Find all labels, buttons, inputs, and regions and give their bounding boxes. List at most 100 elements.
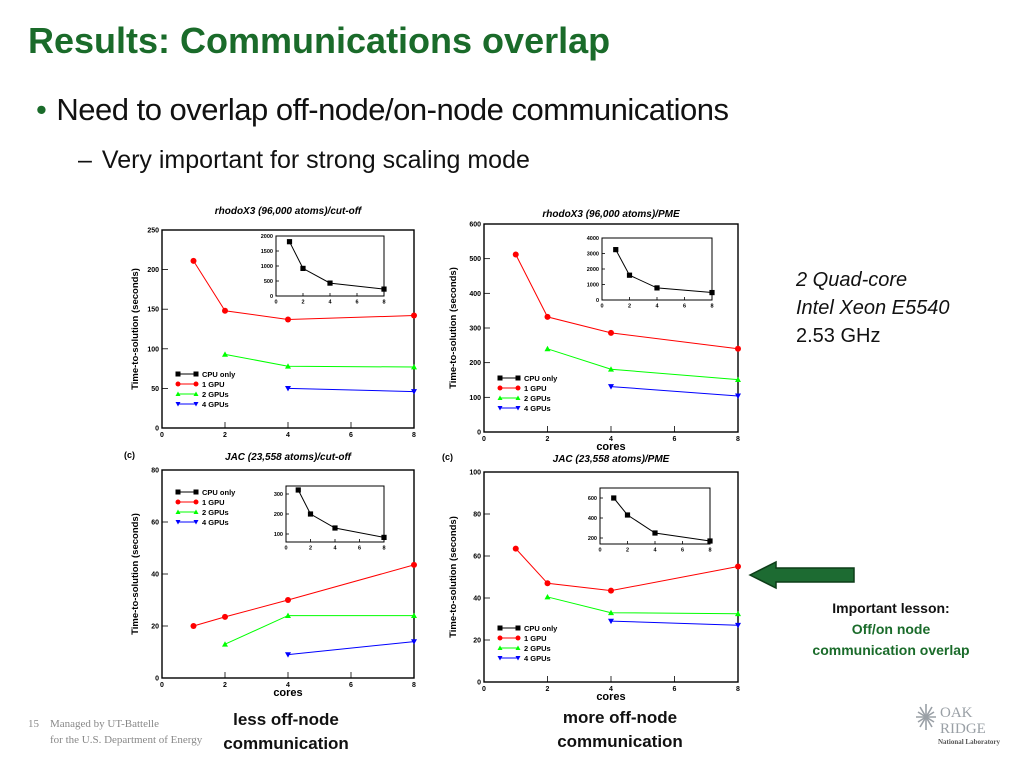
legend-marker-2-gpus — [193, 391, 199, 396]
data-point-2-gpus — [285, 363, 291, 369]
inset-y-tick-label: 1000 — [261, 264, 273, 270]
caption-right: more off-node communication — [530, 706, 710, 754]
inset-y-tick-label: 500 — [264, 279, 273, 285]
caption-right-line-1: more off-node — [562, 708, 678, 727]
x-tick-label: 2 — [223, 432, 227, 439]
x-tick-label: 0 — [160, 432, 164, 439]
inset-data-point-cpu-only — [300, 265, 306, 271]
data-point-1-gpu — [512, 545, 519, 552]
y-tick-label: 0 — [155, 425, 159, 432]
caption-left-line-2: communication — [223, 734, 349, 753]
legend-marker-1-gpu — [497, 635, 503, 641]
data-point-2-gpus — [222, 641, 228, 647]
logo-national-lab: National Laboratory — [938, 738, 1001, 746]
caption-left: less off-node communication — [196, 708, 376, 756]
data-point-1-gpu — [285, 597, 291, 603]
data-point-4-gpus — [735, 622, 741, 629]
inset-data-point-cpu-only — [709, 289, 715, 296]
lesson-line-2: Off/on node — [851, 621, 931, 637]
data-point-4-gpus — [735, 393, 741, 399]
x-tick-label: 4 — [609, 436, 613, 443]
inset-y-tick-label: 0 — [270, 294, 273, 300]
y-tick-label: 50 — [151, 386, 159, 393]
chart-jac-pme: JAC (23,558 atoms)/PME(c)0 2 4 6 80204060801… — [442, 452, 741, 702]
inset-x-tick-label: 0 — [600, 304, 603, 310]
x-tick-label: 2 — [546, 436, 550, 443]
inset-data-point-cpu-only — [611, 495, 617, 501]
inset-y-tick-label: 1500 — [261, 249, 273, 255]
legend-label-2-gpus: 2 GPUs — [524, 394, 551, 403]
left-arrow-icon — [748, 560, 855, 590]
data-point-1-gpu — [190, 257, 197, 264]
inset-frame — [285, 485, 385, 543]
y-tick-label: 20 — [151, 623, 159, 630]
ornl-logo: OAK RIDGE National Laboratory — [916, 704, 1001, 746]
inset-x-tick-label: 2 — [628, 304, 631, 310]
legend-marker-4-gpus — [193, 520, 199, 525]
inset-x-tick-label: 4 — [328, 300, 332, 306]
chart-title: JAC (23,558 atoms)/PME — [553, 454, 670, 465]
x-tick-label: 2 — [546, 686, 550, 693]
x-axis-label: cores — [596, 441, 625, 452]
series-line-1-gpu — [515, 548, 739, 592]
data-point-1-gpu — [544, 313, 551, 320]
inset-series-line-cpu-only — [615, 249, 713, 294]
legend-marker-4-gpus — [515, 656, 521, 661]
inset-x-tick-label: 6 — [358, 546, 361, 552]
y-tick-label: 300 — [469, 325, 481, 332]
data-point-4-gpus — [285, 386, 291, 392]
logo-ridge: RIDGE — [940, 721, 986, 737]
legend-marker-cpu-only — [515, 625, 521, 631]
y-tick-label: 600 — [469, 221, 481, 228]
legend-label-2-gpus: 2 GPUs — [202, 390, 229, 399]
main-bullet: • Need to overlap off-node/on-node commun… — [36, 92, 729, 128]
legend-label-4-gpus: 4 GPUs — [524, 404, 551, 413]
inset-y-tick-label: 600 — [588, 496, 597, 502]
inset-x-tick-label: 0 — [274, 300, 277, 306]
legend-label-4-gpus: 4 GPUs — [202, 400, 229, 409]
inset-x-tick-label: 0 — [284, 546, 287, 552]
x-tick-label: 0 — [160, 682, 164, 689]
legend-label-cpu-only: CPU only — [524, 624, 558, 633]
lesson-line-3: communication overlap — [812, 642, 970, 658]
y-axis-label: Time-to-solution (seconds) — [448, 516, 459, 638]
inset-series-line-cpu-only — [613, 497, 711, 542]
data-point-4-gpus — [608, 384, 614, 390]
legend-marker-cpu-only — [497, 375, 503, 381]
y-tick-label: 100 — [469, 395, 481, 402]
data-point-2-gpus — [608, 366, 614, 372]
panel-label: (c) — [442, 452, 453, 462]
inset-data-point-cpu-only — [332, 525, 338, 531]
inset-x-tick-label: 0 — [598, 548, 601, 554]
data-point-4-gpus — [608, 618, 614, 625]
legend-marker-1-gpu — [175, 381, 181, 387]
inset-x-tick-label: 4 — [655, 304, 659, 310]
footer-line-2: for the U.S. Department of Energy — [50, 734, 203, 746]
y-tick-label: 60 — [473, 553, 481, 560]
legend-marker-2-gpus — [515, 395, 521, 400]
legend-marker-1-gpu — [497, 385, 503, 391]
data-point-4-gpus — [411, 389, 417, 395]
sub-bullet: – Very important for strong scaling mode — [78, 146, 530, 175]
series-line-4-gpus — [610, 620, 739, 626]
footer: 15 Managed by UT-Battelle for the U.S. De… — [28, 716, 202, 748]
y-tick-label: 0 — [477, 679, 481, 686]
inset-y-tick-label: 4000 — [587, 236, 599, 242]
inset-x-tick-label: 2 — [309, 546, 312, 552]
caption-left-line-1: less off-node — [233, 710, 339, 729]
x-axis-label: cores — [596, 691, 625, 702]
y-tick-label: 200 — [469, 360, 481, 367]
y-axis-label: Time-to-solution (seconds) — [130, 268, 141, 390]
inset-data-point-cpu-only — [613, 247, 619, 253]
data-point-1-gpu — [608, 587, 614, 594]
hardware-line-1: 2 Quad-core — [796, 269, 908, 291]
legend-label-1-gpu: 1 GPU — [202, 498, 225, 507]
legend-label-4-gpus: 4 GPUs — [524, 654, 551, 663]
legend-marker-1-gpu — [175, 499, 181, 505]
inset-x-tick-label: 8 — [710, 304, 713, 310]
legend-marker-4-gpus — [175, 520, 181, 525]
y-tick-label: 500 — [469, 256, 481, 263]
inset-x-tick-label: 8 — [382, 300, 385, 306]
data-point-1-gpu — [411, 312, 417, 319]
